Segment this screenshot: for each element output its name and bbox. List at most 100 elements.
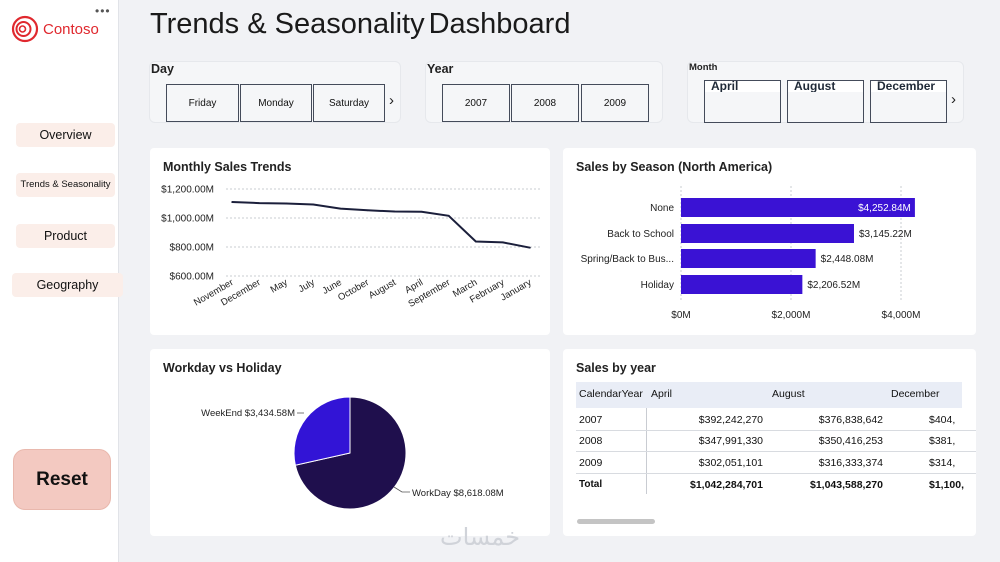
day-chip-saturday[interactable]: Saturday	[313, 84, 385, 122]
leader-line	[393, 486, 410, 493]
bar	[681, 224, 854, 243]
x-tick-label: January	[499, 277, 534, 304]
table-header: CalendarYear April August December	[576, 382, 962, 408]
y-tick-label: $1,200.00M	[161, 185, 214, 196]
table-horizontal-scrollbar[interactable]	[577, 519, 655, 524]
row-2009-april: $302,051,101	[698, 457, 763, 469]
nav-geography-button[interactable]: Geography	[12, 273, 123, 297]
data-point	[447, 215, 450, 217]
col-header-august[interactable]: August	[772, 388, 805, 400]
logo-text: Contoso	[43, 20, 99, 38]
col-header-december[interactable]: December	[891, 388, 940, 400]
sales-by-year-table: CalendarYear April August December 2007 …	[576, 382, 976, 502]
contoso-logo-icon	[11, 15, 39, 43]
monthly-sales-trends-card: Monthly Sales Trends $1,200.00M $1,000.00…	[150, 148, 550, 335]
day-chip-monday[interactable]: Monday	[240, 84, 312, 122]
category-label: None	[650, 203, 674, 214]
x-tick-label: August	[367, 277, 398, 301]
bar	[681, 249, 816, 268]
data-point	[339, 207, 342, 210]
row-2009-year: 2009	[579, 457, 603, 469]
x-tick-label: July	[297, 277, 317, 295]
year-slicer: Year 2007 2008 2009	[425, 61, 663, 123]
category-label: Spring/Back to Bus...	[581, 254, 674, 265]
monthly-sales-trends-chart: $1,200.00M$1,000.00M$800.00M$600.00MNove…	[161, 185, 540, 310]
month-chip-december[interactable]: December	[870, 80, 947, 123]
page-title: Trends & Seasonality Dashboard	[150, 8, 570, 41]
row-2008-april: $347,991,330	[698, 435, 763, 447]
contoso-logo: Contoso	[11, 15, 99, 43]
month-chip-december-label: December	[871, 81, 946, 92]
year-chip-2007[interactable]: 2007	[442, 84, 510, 122]
data-point	[312, 203, 315, 206]
workday-vs-holiday-card: Workday vs Holiday WorkDay $8,618.08M Wee…	[150, 349, 550, 536]
day-slicer: Day Friday Monday Saturday ›	[149, 61, 401, 123]
row-total-december: $1,100,	[929, 479, 965, 491]
row-2007-year: 2007	[579, 414, 603, 426]
month-next-chevron-icon[interactable]: ›	[951, 91, 956, 108]
data-point	[366, 209, 369, 212]
month-slicer-label: Month	[689, 62, 718, 73]
col-header-april[interactable]: April	[651, 388, 673, 400]
sales-by-year-title: Sales by year	[576, 361, 656, 375]
x-tick-label: $2,000M	[772, 310, 811, 321]
data-point	[420, 210, 423, 213]
category-label: Holiday	[641, 280, 674, 291]
day-chip-friday[interactable]: Friday	[166, 84, 239, 122]
row-2007-april: $392,242,270	[698, 414, 763, 426]
year-chip-2009[interactable]: 2009	[581, 84, 649, 122]
day-next-chevron-icon[interactable]: ›	[389, 92, 394, 109]
reset-button[interactable]: Reset	[13, 449, 111, 510]
day-slicer-label: Day	[151, 62, 174, 76]
row-2007-december: $404,	[929, 414, 956, 426]
slice-label: WorkDay $8,618.08M	[412, 488, 504, 499]
bar	[681, 198, 915, 217]
row-2008-august: $350,416,253	[818, 435, 883, 447]
data-point	[285, 202, 287, 205]
month-chip-april-label: April	[705, 81, 780, 92]
x-tick-label: May	[269, 277, 290, 296]
col-header-calendaryear[interactable]: CalendarYear	[579, 388, 643, 400]
more-options-icon[interactable]: •••	[95, 4, 111, 18]
row-divider	[576, 451, 976, 452]
sidebar: Contoso ••• Overview Trends & Seasonalit…	[0, 0, 123, 562]
data-point	[529, 246, 531, 249]
nav-trends-seasonality-button[interactable]: Trends & Seasonality	[16, 173, 115, 197]
sales-by-year-card: Sales by year CalendarYear April August …	[563, 349, 976, 536]
month-chip-april[interactable]: April	[704, 80, 781, 123]
row-divider	[576, 473, 976, 474]
data-point	[258, 202, 260, 204]
month-chip-august-label: August	[788, 81, 863, 92]
row-2008-year: 2008	[579, 435, 603, 447]
year-chip-2008[interactable]: 2008	[511, 84, 579, 122]
workday-vs-holiday-title: Workday vs Holiday	[163, 361, 282, 375]
x-tick-label: $0M	[671, 310, 690, 321]
slice-label: WeekEnd $3,434.58M	[201, 408, 295, 419]
y-tick-label: $600.00M	[170, 272, 214, 283]
page-title-suffix: Dashboard	[428, 8, 571, 40]
row-total-label: Total	[579, 479, 603, 490]
x-tick-label: October	[336, 277, 371, 303]
monthly-sales-trends-title: Monthly Sales Trends	[163, 160, 292, 174]
nav-product-button[interactable]: Product	[16, 224, 115, 248]
nav-overview-button[interactable]: Overview	[16, 123, 115, 147]
month-chip-august[interactable]: August	[787, 80, 864, 123]
row-2007-august: $376,838,642	[818, 414, 883, 426]
bar	[681, 275, 803, 294]
sales-by-season-title: Sales by Season (North America)	[576, 160, 773, 174]
row-2008-december: $381,	[929, 435, 956, 447]
x-tick-label: $4,000M	[882, 310, 921, 321]
pie-slice	[294, 396, 407, 510]
sales-by-season-card: Sales by Season (North America) $0M $2,00…	[563, 148, 976, 335]
data-label: $2,206.52M	[807, 280, 860, 291]
data-label: $2,448.08M	[821, 254, 874, 265]
year-slicer-label: Year	[427, 62, 454, 76]
page-title-main: Trends & Seasonality	[150, 8, 425, 40]
row-total-april: $1,042,284,701	[690, 479, 763, 491]
workday-vs-holiday-chart: WorkDay $8,618.08M WeekEnd $3,434.58M	[201, 396, 504, 510]
row-divider	[576, 430, 976, 431]
data-point	[231, 201, 233, 203]
y-tick-label: $800.00M	[170, 243, 214, 254]
sales-by-season-chart: $0M $2,000M $4,000M None $4,252.84M Back to S…	[581, 186, 921, 321]
row-2009-august: $316,333,374	[818, 457, 883, 469]
